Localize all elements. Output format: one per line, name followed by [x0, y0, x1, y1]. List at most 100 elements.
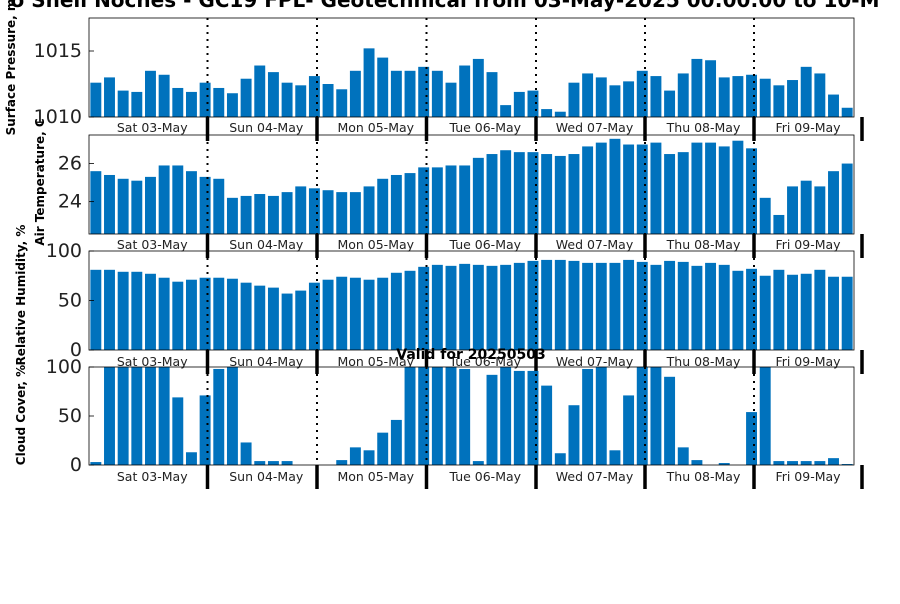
bar [104, 367, 115, 465]
bar [254, 461, 266, 465]
bar [828, 94, 839, 117]
day-label: Fri 09-May [775, 120, 841, 135]
day-label: Tue 06-May [448, 237, 521, 252]
bar [841, 464, 853, 465]
bar [226, 93, 238, 117]
bar [541, 259, 553, 350]
bar [226, 367, 238, 465]
bar [172, 87, 184, 117]
bar [486, 72, 498, 117]
bar [568, 154, 580, 234]
day-label: Sat 03-May [117, 354, 188, 369]
y-tick-label: 24 [58, 191, 82, 213]
bar [746, 268, 758, 350]
day-label: Sat 03-May [117, 237, 188, 252]
bar [732, 270, 744, 350]
y-tick-label: 100 [46, 356, 82, 378]
bar [199, 277, 211, 350]
day-label: Thu 08-May [666, 469, 741, 484]
y-axis-label: Air Temperature, C [33, 118, 47, 246]
bar [513, 91, 525, 117]
bar [787, 186, 798, 234]
bar [691, 58, 703, 117]
bar [445, 165, 457, 234]
bar [554, 111, 566, 117]
bar [568, 82, 580, 117]
bar [322, 279, 334, 350]
y-tick-label: 0 [70, 339, 82, 361]
bar [650, 367, 662, 465]
bar [759, 78, 771, 117]
y-axis-label: Cloud Cover, % [14, 365, 28, 465]
bar [199, 395, 211, 465]
bar [431, 367, 443, 465]
bar [404, 70, 416, 117]
bar [759, 197, 771, 234]
bar [800, 273, 812, 350]
day-label: Fri 09-May [775, 237, 841, 252]
bar [158, 277, 170, 350]
bar [718, 77, 730, 117]
bar [295, 85, 307, 117]
bar [418, 367, 430, 465]
bar [527, 370, 539, 465]
bar [90, 462, 102, 465]
day-label: Thu 08-May [666, 354, 741, 369]
bar [828, 276, 839, 350]
y-axis-label: Surface Pressure, m [4, 0, 18, 135]
bar [431, 264, 443, 350]
bar [104, 77, 115, 117]
bar [459, 263, 471, 350]
bar [445, 82, 457, 117]
bar [486, 265, 498, 350]
bar [213, 178, 225, 234]
bar [390, 419, 402, 465]
bar [90, 171, 102, 234]
bar [349, 277, 361, 350]
bar [732, 140, 744, 234]
bar [787, 80, 798, 117]
bar [595, 142, 607, 234]
bar [131, 271, 143, 350]
bar [281, 82, 293, 117]
bar [677, 261, 689, 350]
day-label: Mon 05-May [337, 469, 414, 484]
bar [445, 265, 457, 350]
bar [336, 276, 348, 350]
bar [841, 163, 853, 234]
y-tick-label: 1010 [34, 106, 82, 128]
day-label: Mon 05-May [337, 237, 414, 252]
bar [145, 367, 156, 465]
bar [623, 81, 635, 117]
bar [213, 368, 225, 465]
bar [363, 450, 375, 465]
y-tick-label: 50 [58, 405, 82, 427]
bar [800, 461, 812, 465]
bar [500, 105, 512, 117]
axes-frame [88, 17, 855, 118]
bar [90, 82, 102, 117]
day-label: Sat 03-May [117, 469, 188, 484]
bar [691, 142, 703, 234]
bar [800, 66, 812, 117]
bar [254, 194, 266, 234]
day-label: Wed 07-May [556, 120, 634, 135]
bar [814, 186, 826, 234]
bar [336, 89, 348, 117]
bar [145, 176, 156, 234]
chart-panels: 1010 1015 Surface Pressure, m Sat 03-May Sun… [4, 0, 864, 489]
bar [459, 165, 471, 234]
bar [472, 58, 484, 117]
bar [568, 405, 580, 465]
bar [609, 262, 621, 350]
bar [472, 461, 484, 465]
bar [718, 146, 730, 234]
bar [145, 273, 156, 350]
bar [609, 85, 621, 117]
bar [595, 262, 607, 350]
bar [117, 367, 129, 465]
bar [746, 148, 758, 234]
bar [759, 275, 771, 350]
bar [158, 74, 170, 117]
